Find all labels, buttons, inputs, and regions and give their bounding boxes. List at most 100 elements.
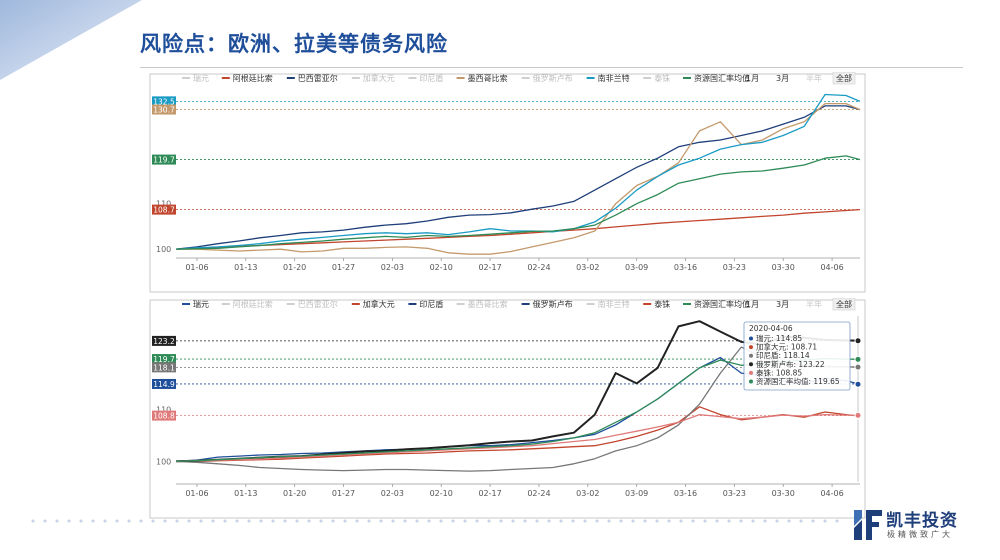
legend-item[interactable]: 印尼盾 (408, 73, 443, 83)
tooltip-marker (749, 370, 753, 375)
footer-dot (343, 519, 347, 523)
footer-dotted-divider (31, 519, 839, 523)
x-tick-label: 03-16 (674, 263, 697, 272)
footer-dot (463, 519, 467, 523)
y-tick-label: 110 (156, 200, 171, 209)
footer-dot (715, 519, 719, 523)
x-tick-label: 02-24 (527, 489, 550, 498)
range-button[interactable]: 半年 (806, 73, 822, 83)
legend-item[interactable]: 墨西哥比索 (456, 299, 508, 309)
series-end-marker (854, 337, 862, 345)
end-value-label: 123.2 (153, 337, 175, 346)
end-value-badge (152, 362, 176, 373)
range-button-label: 半年 (806, 73, 822, 83)
x-tick-label: 04-06 (820, 489, 843, 498)
x-tick-label: 03-16 (674, 489, 697, 498)
x-tick-label: 03-02 (576, 489, 599, 498)
footer-dot (475, 519, 479, 523)
legend-label: 俄罗斯卢布 (533, 73, 573, 83)
footer-dot (739, 519, 743, 523)
logo-name: 凯丰投资 (886, 511, 958, 531)
footer-dot (487, 519, 491, 523)
footer-dot (415, 519, 419, 523)
legend-item[interactable]: 阿根廷比索 (221, 73, 273, 83)
legend-item[interactable]: 加拿大元 (351, 73, 395, 83)
legend-item[interactable]: 墨西哥比索 (456, 73, 508, 83)
footer-dot (163, 519, 167, 523)
tooltip-date: 2020-04-06 (749, 324, 793, 333)
legend-item[interactable]: 巴西雷亚尔 (286, 73, 338, 83)
tooltip-marker (749, 336, 753, 341)
end-value-badge (152, 104, 176, 115)
series-end-marker (854, 355, 862, 363)
legend-label: 南非兰特 (598, 73, 630, 83)
footer-dot (595, 519, 599, 523)
x-tick-label: 01-06 (185, 263, 208, 272)
tooltip-row: 资源国汇率均值: 119.65 (756, 376, 840, 386)
footer-dot (643, 519, 647, 523)
footer-dot (679, 519, 683, 523)
y-tick-label: 110 (156, 405, 171, 414)
legend-item[interactable]: 瑞元 (182, 73, 209, 83)
legend-item[interactable]: 泰铢 (643, 299, 670, 309)
footer-dot (559, 519, 563, 523)
legend-label: 印尼盾 (419, 299, 443, 309)
footer-dot (703, 519, 707, 523)
range-button[interactable]: 3月 (776, 300, 789, 309)
legend-item[interactable]: 俄罗斯卢布 (521, 299, 573, 309)
x-tick-label: 02-10 (430, 489, 453, 498)
range-button[interactable]: 全部 (832, 72, 856, 85)
x-tick-label: 03-23 (723, 263, 746, 272)
footer-dot (727, 519, 731, 523)
footer-dot (763, 519, 767, 523)
footer-dot (811, 519, 815, 523)
footer-dot (103, 519, 107, 523)
legend-item[interactable]: 阿根廷比索 (221, 299, 273, 309)
end-value-badge (152, 410, 176, 421)
range-button-bg (832, 72, 856, 85)
range-button-bg (832, 298, 856, 311)
range-button[interactable]: 全部 (832, 298, 856, 311)
legend-item[interactable]: 资源国汇率均值 (683, 73, 750, 83)
end-value-label: 132.5 (153, 97, 175, 106)
legend-label: 印尼盾 (419, 73, 443, 83)
footer-dot (79, 519, 83, 523)
legend-item[interactable]: 资源国汇率均值 (683, 299, 750, 309)
x-tick-label: 02-10 (430, 263, 453, 272)
series-line (176, 102, 861, 255)
footer-dot (571, 519, 575, 523)
legend-item[interactable]: 南非兰特 (586, 299, 630, 309)
tooltip-marker (749, 345, 753, 350)
range-button[interactable]: 1月 (746, 74, 759, 83)
tooltip-row: 瑞元: 114.85 (756, 333, 802, 343)
range-button[interactable]: 3月 (776, 74, 789, 83)
footer-dot (127, 519, 131, 523)
footer-dot (271, 519, 275, 523)
footer-dot (283, 519, 287, 523)
legend-item[interactable]: 印尼盾 (408, 299, 443, 309)
legend-label: 巴西雷亚尔 (298, 73, 338, 83)
footer-dot (355, 519, 359, 523)
series-line (175, 155, 861, 250)
range-button-label: 3月 (776, 300, 789, 309)
range-button[interactable]: 半年 (806, 299, 822, 309)
legend-item[interactable]: 俄罗斯卢布 (521, 73, 573, 83)
legend-label: 俄罗斯卢布 (533, 299, 573, 309)
end-value-badge (152, 204, 176, 215)
end-value-badge (152, 154, 176, 165)
legend-item[interactable]: 瑞元 (182, 299, 209, 309)
end-value-label: 108.7 (153, 206, 175, 215)
footer-dot (247, 519, 251, 523)
corner-decoration (0, 0, 142, 80)
range-button[interactable]: 1月 (746, 300, 759, 309)
slide-title: 风险点：欧洲、拉美等债务风险 (140, 32, 448, 56)
tooltip-row: 俄罗斯卢布: 123.22 (756, 359, 825, 369)
legend-item[interactable]: 巴西雷亚尔 (286, 299, 338, 309)
logo-slogan: 极精微致广大 (887, 530, 953, 539)
range-button-label: 1月 (746, 300, 759, 309)
legend-item[interactable]: 南非兰特 (586, 73, 630, 83)
series-end-marker (854, 380, 862, 388)
legend-item[interactable]: 加拿大元 (351, 299, 395, 309)
legend-item[interactable]: 泰铢 (643, 73, 670, 83)
range-button-label: 1月 (746, 74, 759, 83)
